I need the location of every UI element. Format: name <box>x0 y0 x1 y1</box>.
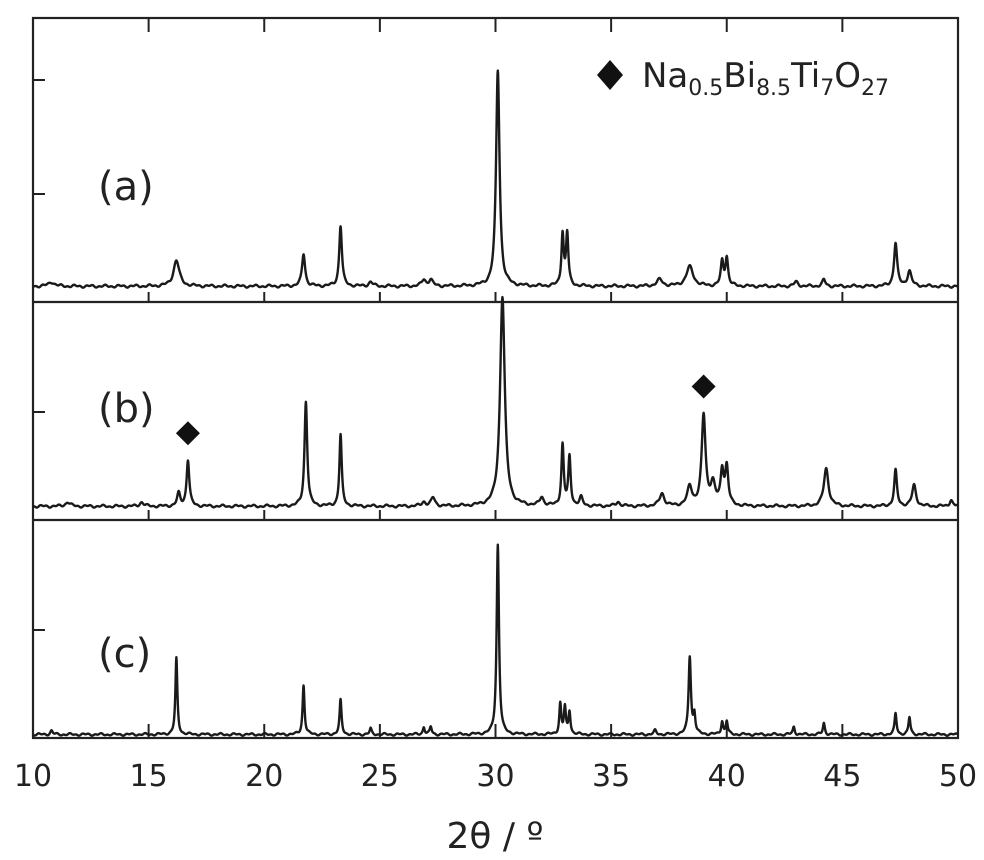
legend-subscript: 7 <box>820 76 834 101</box>
panel-label-3: (c) <box>98 631 151 677</box>
legend-element: Na <box>642 56 688 96</box>
x-tick-label-10: 10 <box>14 759 52 794</box>
x-tick-label-15: 15 <box>130 759 168 794</box>
legend: Na0.5Bi8.5Ti7O27 <box>597 56 889 101</box>
x-tick-label-25: 25 <box>361 759 399 794</box>
x-tick-label-35: 35 <box>592 759 630 794</box>
x-tick-label-40: 40 <box>708 759 746 794</box>
panel-label-1: (a) <box>98 164 154 210</box>
x-axis-ticks <box>32 18 959 738</box>
diamond-marker-icon <box>691 374 716 399</box>
y-axis-ticks <box>33 79 45 631</box>
panel-dividers <box>33 300 958 522</box>
x-tick-label-45: 45 <box>823 759 861 794</box>
legend-formula: Na0.5Bi8.5Ti7O27 <box>642 56 889 101</box>
panel-labels: (a) (b) (c) <box>98 164 155 677</box>
legend-subscript: 27 <box>861 76 889 101</box>
x-tick-label-50: 50 <box>939 759 977 794</box>
diamond-marker-icon <box>175 421 200 446</box>
panel-label-2: (b) <box>98 386 155 432</box>
x-tick-label-20: 20 <box>245 759 283 794</box>
x-tick-label-30: 30 <box>476 759 514 794</box>
pattern-traces <box>32 69 959 737</box>
legend-subscript: 8.5 <box>756 76 791 101</box>
trace-panel-2 <box>32 295 959 509</box>
legend-element: Ti <box>790 56 820 96</box>
legend-element: O <box>834 56 861 96</box>
trace-panel-1 <box>32 69 959 289</box>
legend-element: Bi <box>723 56 756 96</box>
x-axis-title: 2θ / º <box>447 816 544 857</box>
x-axis-tick-labels: 10 15 20 25 30 35 40 45 50 <box>14 759 977 794</box>
legend-subscript: 0.5 <box>688 76 723 101</box>
phase-markers <box>175 374 716 446</box>
legend-diamond-icon <box>597 60 623 90</box>
trace-panel-3 <box>32 543 959 737</box>
